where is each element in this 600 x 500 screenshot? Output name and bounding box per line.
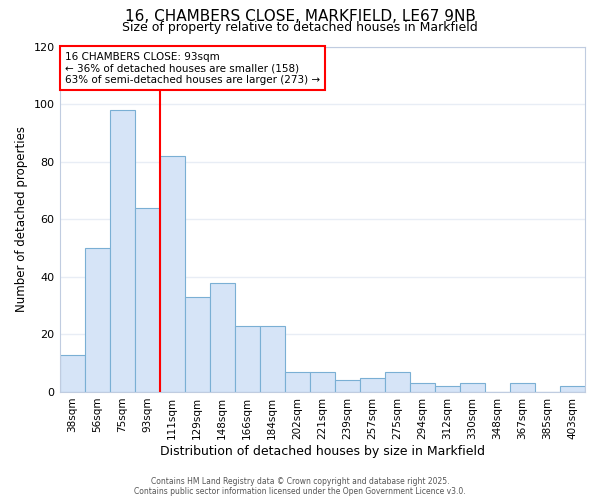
Text: Contains HM Land Registry data © Crown copyright and database right 2025.
Contai: Contains HM Land Registry data © Crown c… (134, 476, 466, 496)
Bar (460, 384, 485, 392)
Bar (385, 372, 410, 392)
Bar (285, 372, 310, 392)
Text: 16, CHAMBERS CLOSE, MARKFIELD, LE67 9NB: 16, CHAMBERS CLOSE, MARKFIELD, LE67 9NB (125, 9, 475, 24)
Bar (134, 208, 160, 392)
Bar (360, 378, 385, 392)
Bar (510, 384, 535, 392)
Bar (209, 282, 235, 392)
Bar (160, 156, 185, 392)
Bar (310, 372, 335, 392)
Text: 16 CHAMBERS CLOSE: 93sqm
← 36% of detached houses are smaller (158)
63% of semi-: 16 CHAMBERS CLOSE: 93sqm ← 36% of detach… (65, 52, 320, 85)
Bar (85, 248, 110, 392)
X-axis label: Distribution of detached houses by size in Markfield: Distribution of detached houses by size … (160, 444, 485, 458)
Bar (410, 384, 435, 392)
Bar (59, 354, 85, 392)
Bar (435, 386, 460, 392)
Y-axis label: Number of detached properties: Number of detached properties (15, 126, 28, 312)
Text: Size of property relative to detached houses in Markfield: Size of property relative to detached ho… (122, 21, 478, 34)
Bar (110, 110, 134, 392)
Bar (235, 326, 260, 392)
Bar (560, 386, 585, 392)
Bar (335, 380, 360, 392)
Bar (185, 297, 209, 392)
Bar (260, 326, 285, 392)
